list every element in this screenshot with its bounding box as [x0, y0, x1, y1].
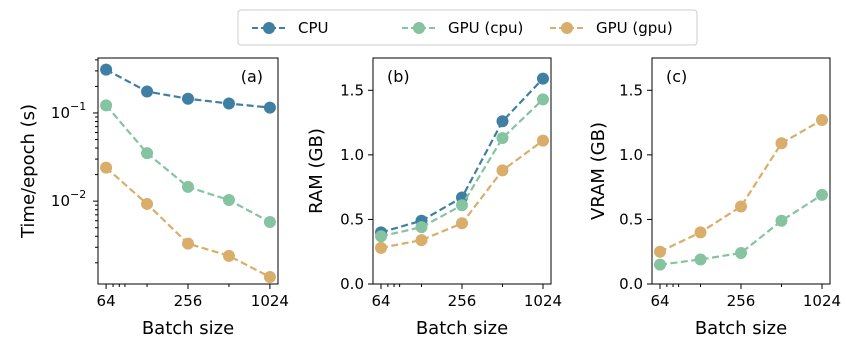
data-point: [654, 258, 667, 271]
x-axis-title: Batch size: [142, 318, 234, 339]
panel: 64 256 1024 0.0 0.5 1.0 1.5 (c) Batch size VRAM (…: [588, 57, 841, 339]
legend-label: GPU (cpu): [448, 19, 523, 37]
series-line: [659, 119, 823, 253]
data-point: [222, 97, 235, 110]
data-point: [100, 99, 113, 112]
data-point: [375, 241, 388, 254]
y-tick-label: 1.5: [619, 81, 643, 99]
legend-frame: [237, 9, 698, 46]
axes-frame: [372, 57, 552, 285]
data-point: [263, 101, 276, 114]
data-point: [415, 234, 428, 247]
panel-label: (b): [387, 67, 410, 86]
x-tick-label: 256: [174, 292, 203, 310]
y-axis-title: VRAM (GB): [588, 122, 609, 220]
data-point: [222, 249, 235, 262]
x-tick-label: 64: [371, 292, 390, 310]
y-tick-label: 0.0: [619, 275, 643, 293]
series: [375, 134, 549, 254]
y-axis-title: Time/epoch (s): [18, 104, 39, 239]
y-tick-exponent: −1: [70, 100, 86, 113]
y-tick-label: 1.5: [340, 81, 364, 99]
x-tick-label: 256: [448, 292, 477, 310]
legend-entry: CPU: [252, 19, 329, 37]
data-point: [222, 194, 235, 207]
data-point: [141, 147, 154, 160]
panel-label: (c): [666, 67, 687, 86]
axes-frame: [97, 57, 279, 285]
data-point: [654, 245, 667, 258]
data-point: [815, 113, 828, 126]
data-point: [536, 93, 549, 106]
y-axis-title: RAM (GB): [306, 128, 327, 214]
legend-entry: GPU (gpu): [550, 19, 673, 37]
data-point: [456, 199, 468, 212]
x-tick-label: 1024: [524, 292, 562, 310]
data-point: [263, 216, 276, 229]
y-tick-label: 0.5: [340, 210, 364, 228]
panel: 64 256 1024 0.0 0.5 1.0 1.5 (b) Batch size RAM (G…: [306, 57, 562, 339]
y-tick-label: 1.0: [340, 146, 364, 164]
legend-label: CPU: [298, 19, 329, 37]
data-point: [815, 188, 828, 201]
data-point: [694, 226, 707, 239]
data-point: [775, 214, 788, 227]
data-point: [694, 253, 707, 266]
series: [375, 93, 549, 243]
x-tick-label: 64: [650, 292, 669, 310]
x-axis-title: Batch size: [416, 318, 508, 339]
data-point: [100, 63, 113, 76]
x-axis-title: Batch size: [695, 318, 787, 339]
x-tick-label: 1024: [803, 292, 841, 310]
y-tick-label: 0.0: [340, 275, 364, 293]
data-point: [496, 115, 509, 128]
series: [100, 63, 276, 114]
x-tick-label: 1024: [251, 292, 289, 310]
data-point: [456, 217, 468, 230]
y-tick-label: 10: [51, 104, 70, 122]
x-tick-label: 64: [97, 292, 116, 310]
data-point: [496, 132, 509, 145]
data-point: [415, 221, 428, 234]
data-point: [536, 134, 549, 147]
legend-marker: [413, 22, 425, 34]
legend-marker: [263, 22, 275, 34]
legend-label: GPU (gpu): [596, 19, 673, 37]
series-line: [659, 193, 823, 266]
data-point: [141, 197, 154, 210]
series: [654, 113, 828, 258]
series: [100, 161, 276, 284]
data-point: [735, 200, 747, 213]
panel-label: (a): [241, 67, 263, 86]
data-point: [735, 247, 747, 260]
series: [654, 188, 828, 271]
legend: CPU GPU (cpu) GPU (gpu): [237, 9, 698, 46]
data-point: [182, 237, 194, 250]
data-point: [263, 271, 276, 284]
y-tick-exponent: −2: [70, 188, 86, 201]
data-point: [775, 137, 788, 150]
series-line: [105, 104, 271, 223]
data-point: [182, 180, 194, 193]
data-point: [375, 230, 388, 243]
y-tick-label: 1.0: [619, 146, 643, 164]
data-point: [141, 85, 154, 98]
axes-frame: [651, 57, 831, 285]
data-point: [100, 161, 113, 174]
data-point: [536, 72, 549, 85]
data-point: [182, 92, 194, 105]
legend-marker: [561, 22, 573, 34]
series-line: [380, 98, 544, 238]
y-tick-label: 0.5: [619, 210, 643, 228]
y-tick-label: 10: [51, 192, 70, 210]
data-point: [496, 164, 509, 177]
series: [100, 99, 276, 229]
x-tick-label: 256: [727, 292, 756, 310]
legend-entry: GPU (cpu): [402, 19, 523, 37]
series: [375, 72, 549, 239]
